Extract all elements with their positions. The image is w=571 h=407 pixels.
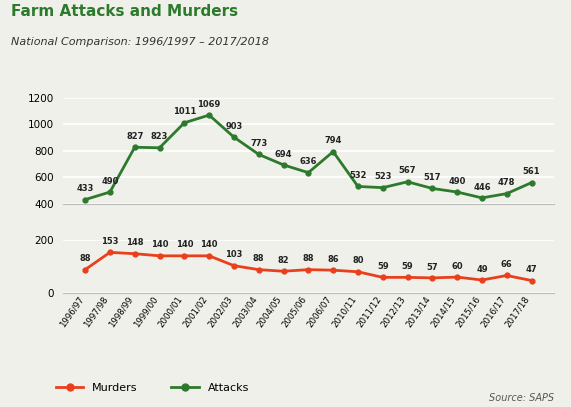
Text: 490: 490	[101, 177, 119, 186]
Text: 567: 567	[399, 166, 416, 175]
Text: 636: 636	[300, 157, 317, 166]
Text: 153: 153	[101, 237, 119, 246]
Text: 478: 478	[498, 178, 516, 187]
Text: 1011: 1011	[172, 107, 196, 116]
Text: 773: 773	[250, 139, 267, 148]
Text: 59: 59	[377, 262, 388, 271]
Text: 823: 823	[151, 132, 168, 142]
Text: 523: 523	[374, 172, 392, 182]
Text: 794: 794	[324, 136, 342, 145]
Text: 517: 517	[424, 173, 441, 182]
Text: 827: 827	[126, 132, 143, 141]
Text: 66: 66	[501, 260, 513, 269]
Text: Farm Attacks and Murders: Farm Attacks and Murders	[11, 4, 239, 19]
Text: 148: 148	[126, 239, 143, 247]
Text: National Comparison: 1996/1997 – 2017/2018: National Comparison: 1996/1997 – 2017/20…	[11, 37, 270, 47]
Text: 1069: 1069	[198, 100, 221, 109]
Text: 694: 694	[275, 150, 292, 159]
Text: 446: 446	[473, 183, 490, 192]
Text: Source: SAPS: Source: SAPS	[489, 393, 554, 403]
Text: 103: 103	[225, 250, 243, 259]
Text: 88: 88	[79, 254, 91, 263]
Text: 140: 140	[200, 241, 218, 249]
Text: 59: 59	[402, 262, 413, 271]
Text: 60: 60	[451, 262, 463, 271]
Text: 86: 86	[327, 255, 339, 264]
Text: 490: 490	[448, 177, 466, 186]
Text: 80: 80	[352, 256, 364, 265]
Text: 57: 57	[427, 263, 438, 271]
Text: 433: 433	[77, 184, 94, 193]
Text: 140: 140	[151, 241, 168, 249]
Text: 903: 903	[226, 122, 243, 131]
Legend: Murders, Attacks: Murders, Attacks	[51, 379, 254, 397]
Text: 49: 49	[476, 265, 488, 274]
Text: 88: 88	[253, 254, 264, 263]
Text: 532: 532	[349, 171, 367, 180]
Text: 82: 82	[278, 256, 289, 265]
Text: 47: 47	[526, 265, 537, 274]
Text: 140: 140	[176, 241, 193, 249]
Text: 561: 561	[522, 167, 540, 176]
Text: 88: 88	[303, 254, 314, 263]
